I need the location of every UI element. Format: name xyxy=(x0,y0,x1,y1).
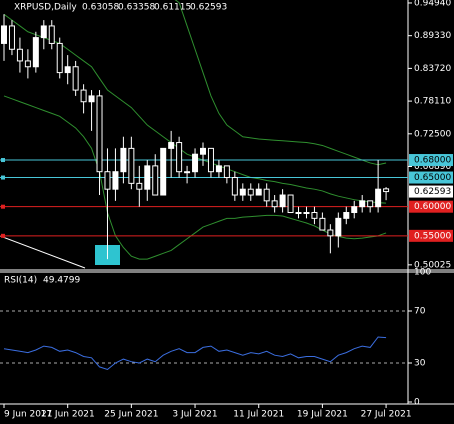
rsi-title: RSI(14) xyxy=(4,276,37,286)
open-value: 0.63058 xyxy=(82,3,119,13)
y-tick-label: 0.50025 xyxy=(414,260,451,270)
candle-body xyxy=(64,66,71,74)
rsi-pane xyxy=(0,310,408,371)
x-tick-label: 19 Jul 2021 xyxy=(297,410,348,420)
candle-body xyxy=(160,147,167,196)
level-label: 0.60000 xyxy=(414,202,451,212)
candle-body xyxy=(8,25,15,50)
candle-body xyxy=(375,188,382,208)
level-label: 0.65000 xyxy=(414,173,451,183)
candle-body xyxy=(144,165,151,190)
candle-body xyxy=(56,42,63,74)
candle-body xyxy=(215,165,222,173)
candle-body xyxy=(80,89,87,103)
level-marker xyxy=(1,233,5,238)
candle-body xyxy=(247,188,254,196)
candle-body xyxy=(48,25,55,44)
x-tick-label: 9 Jun 2021 xyxy=(4,410,52,420)
candle-body xyxy=(303,212,310,215)
candle-body xyxy=(1,25,7,44)
symbol-title: XRPUSD,Daily xyxy=(14,3,77,13)
level-label-box xyxy=(409,154,453,167)
candle-body xyxy=(207,147,214,173)
x-tick-label: 27 Jul 2021 xyxy=(361,410,412,420)
candle-body xyxy=(271,200,278,208)
level-marker xyxy=(1,158,5,163)
candle-body xyxy=(112,171,119,190)
candle-body xyxy=(351,206,358,214)
y-tick-label: 0 xyxy=(414,398,420,408)
candle-body xyxy=(295,212,302,215)
level-label: 0.68000 xyxy=(414,156,451,166)
candle-body xyxy=(367,200,374,208)
candle-body xyxy=(223,165,230,179)
level-marker xyxy=(1,204,5,209)
candle-body xyxy=(383,188,390,193)
candle-body xyxy=(32,37,39,68)
candle-body xyxy=(184,171,191,174)
candle-body xyxy=(239,188,246,196)
candle-body xyxy=(287,194,294,214)
x-tick-label: 11 Jul 2021 xyxy=(233,410,284,420)
candle-body xyxy=(104,171,111,190)
upper-band xyxy=(174,0,387,166)
candle-body xyxy=(16,48,23,62)
level-label-box xyxy=(409,200,453,213)
y-tick-label: 0.78110 xyxy=(414,97,451,107)
y-tick-label: 0.89330 xyxy=(414,31,451,41)
y-tick-label: 30 xyxy=(414,359,426,369)
candle-body xyxy=(343,212,350,219)
y-tick-label: 70 xyxy=(414,307,426,317)
candle-body xyxy=(335,217,342,237)
candle-body xyxy=(96,95,103,173)
y-tick-label: 0.94940 xyxy=(414,0,451,8)
candle-body xyxy=(24,60,31,68)
rsi-value: 49.4799 xyxy=(43,276,80,286)
candle-body xyxy=(168,142,175,149)
y-tick-label: 0.66890 xyxy=(414,162,451,172)
candle-body xyxy=(319,217,326,231)
x-tick-label: 17 Jun 2021 xyxy=(41,410,95,420)
candle-body xyxy=(279,194,286,208)
candle-body xyxy=(263,188,270,202)
x-tick-label: 3 Jul 2021 xyxy=(172,410,217,420)
rsi-line xyxy=(3,336,387,371)
candle-body xyxy=(359,200,366,208)
candle-body xyxy=(128,147,135,184)
price-pane xyxy=(0,0,408,260)
candle-body xyxy=(176,142,183,173)
candle-body xyxy=(311,212,318,219)
candle-body xyxy=(231,177,238,196)
candle-body xyxy=(255,188,262,196)
candle-body xyxy=(327,229,334,237)
candle-body xyxy=(88,95,95,103)
low-value: 0.61115 xyxy=(154,3,191,13)
level-label: 0.55000 xyxy=(414,231,451,241)
trendline xyxy=(0,235,86,269)
candle-body xyxy=(40,25,47,39)
price-label-box xyxy=(409,185,453,198)
candle-body xyxy=(192,153,199,173)
candle-body xyxy=(136,182,143,190)
candle-body xyxy=(152,165,159,196)
level-label-box xyxy=(409,229,453,242)
y-tick-label: 0.83720 xyxy=(414,64,451,74)
x-tick-label: 25 Jun 2021 xyxy=(104,410,158,420)
close-value: 0.62593 xyxy=(190,3,227,13)
y-tick-label: 100 xyxy=(414,268,431,278)
level-marker xyxy=(1,175,5,180)
level-label-box xyxy=(409,171,453,184)
high-value: 0.63358 xyxy=(118,3,155,13)
candle-body xyxy=(120,147,127,173)
candle-body xyxy=(72,66,79,91)
candle-body xyxy=(200,147,206,155)
price-label: 0.62593 xyxy=(414,187,451,197)
y-tick-label: 0.72500 xyxy=(414,129,451,139)
